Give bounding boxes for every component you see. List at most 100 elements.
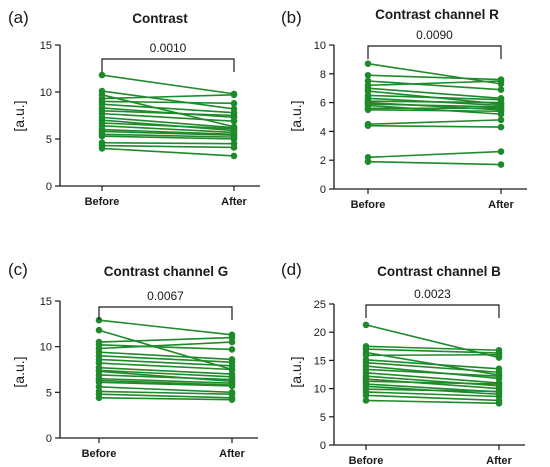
- data-point-before: [95, 316, 103, 324]
- paired-line: [365, 388, 500, 393]
- significance-bracket: [367, 45, 502, 59]
- data-point-after: [228, 334, 236, 341]
- data-point-after: [497, 148, 505, 155]
- panel-letter: (d): [281, 260, 302, 279]
- paired-line: [101, 94, 235, 100]
- data-point-after: [495, 380, 503, 388]
- data-point-before: [364, 122, 372, 129]
- paired-line: [367, 100, 502, 104]
- paired-line: [98, 397, 233, 401]
- y-tick-label: 15: [40, 40, 52, 52]
- data-point-before: [362, 392, 370, 399]
- data-point-after: [230, 135, 238, 143]
- paired-line: [98, 386, 233, 394]
- category-label: After: [488, 199, 514, 211]
- paired-line: [367, 160, 502, 166]
- p-value-label: 0.0090: [416, 28, 453, 42]
- p-value-label: 0.0010: [150, 41, 187, 55]
- paired-line: [98, 393, 233, 399]
- significance-bracket: [98, 306, 233, 320]
- data-point-after: [497, 123, 505, 131]
- y-tick-label: 15: [40, 296, 52, 308]
- data-point-after: [497, 116, 505, 124]
- y-tick-label: 10: [40, 342, 52, 354]
- paired-line: [98, 336, 233, 343]
- y-tick-label: 0: [46, 181, 52, 193]
- paired-line: [98, 358, 233, 367]
- data-point-after: [230, 117, 238, 125]
- data-point-after: [497, 161, 505, 168]
- y-tick-label: 10: [314, 384, 326, 396]
- data-point-before: [95, 378, 103, 386]
- paired-line: [365, 372, 500, 384]
- paired-line: [367, 80, 502, 87]
- chart-panel-4: (d) Contrast channel B [a.u.] 0 5 10 15 20 25 Bef…: [281, 260, 525, 467]
- paired-line: [365, 394, 500, 402]
- paired-line: [98, 341, 233, 350]
- paired-line: [98, 379, 233, 386]
- data-point-before: [98, 71, 106, 79]
- data-point-after: [228, 338, 236, 346]
- paired-line: [367, 150, 502, 159]
- category-label: Before: [351, 199, 386, 211]
- data-point-before: [98, 132, 106, 140]
- paired-line: [365, 391, 500, 398]
- y-tick-label: 25: [314, 299, 326, 311]
- p-value-label: 0.0067: [147, 289, 184, 303]
- chart-panel-2: (b) Contrast channel R [a.u.] 0 2 4 6 8 10 Before…: [281, 7, 527, 211]
- data-point-before: [95, 383, 103, 391]
- paired-line: [101, 116, 235, 129]
- data-point-before: [362, 321, 370, 329]
- paired-line: [367, 124, 502, 128]
- y-tick-label: 10: [314, 40, 326, 52]
- data-point-after: [495, 399, 503, 407]
- paired-line: [101, 94, 235, 128]
- data-point-after: [230, 152, 238, 160]
- category-label: After: [219, 448, 245, 460]
- paired-line: [101, 74, 235, 95]
- paired-line: [98, 381, 233, 387]
- significance-bracket: [101, 58, 235, 72]
- paired-line: [365, 361, 500, 374]
- paired-line: [365, 345, 500, 352]
- chart-title: Contrast channel G: [104, 264, 229, 279]
- paired-line: [101, 144, 235, 149]
- paired-line: [367, 119, 502, 125]
- paired-line: [365, 348, 500, 354]
- data-point-after: [495, 372, 503, 380]
- paired-line: [101, 100, 235, 105]
- data-point-after: [230, 112, 238, 119]
- paired-line: [367, 109, 502, 113]
- y-tick-label: 0: [320, 184, 326, 196]
- paired-line: [98, 344, 233, 351]
- y-tick-label: 5: [320, 412, 326, 424]
- panel-letter: (c): [8, 260, 28, 279]
- paired-line: [365, 368, 500, 377]
- chart-title: Contrast channel R: [375, 7, 499, 22]
- paired-line: [101, 90, 235, 110]
- y-tick-label: 5: [46, 134, 52, 146]
- paired-line: [365, 353, 500, 357]
- paired-line: [98, 351, 233, 361]
- paired-line: [98, 355, 233, 363]
- category-label: After: [486, 455, 512, 467]
- data-point-after: [230, 144, 238, 151]
- paired-line: [365, 378, 500, 390]
- data-point-after: [497, 86, 505, 93]
- y-axis-label: [a.u.]: [11, 100, 27, 131]
- data-point-before: [364, 71, 372, 79]
- paired-line: [98, 370, 233, 383]
- paired-line: [367, 87, 502, 100]
- paired-line: [101, 125, 235, 134]
- data-point-before: [98, 145, 106, 152]
- chart-title: Contrast channel B: [377, 264, 501, 279]
- paired-line: [98, 329, 233, 371]
- paired-line: [101, 112, 235, 122]
- data-point-before: [95, 394, 103, 402]
- y-tick-label: 0: [320, 440, 326, 452]
- data-point-after: [497, 107, 505, 115]
- data-point-after: [228, 382, 236, 390]
- panel-letter: (a): [8, 8, 29, 27]
- chart-title: Contrast: [132, 11, 188, 26]
- paired-line: [98, 377, 233, 384]
